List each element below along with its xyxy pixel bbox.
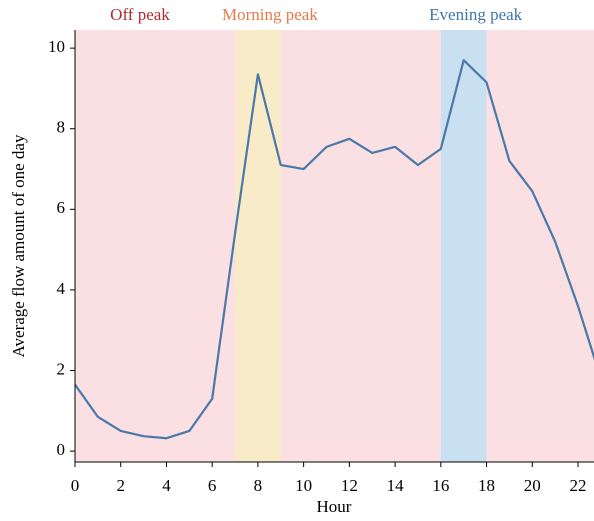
region-label: Off peak — [110, 5, 170, 24]
x-tick-label: 4 — [162, 476, 171, 495]
y-tick-label: 0 — [57, 440, 66, 459]
y-tick-label: 2 — [57, 359, 66, 378]
y-axis-label: Average flow amount of one day — [9, 134, 28, 357]
x-tick-label: 22 — [569, 476, 586, 495]
plot-lines — [75, 59, 594, 440]
x-tick-label: 0 — [71, 476, 80, 495]
y-tick-label: 6 — [57, 198, 66, 217]
y-tick-label: 8 — [57, 118, 66, 137]
x-tick-label: 20 — [524, 476, 541, 495]
region-label: Evening peak — [429, 5, 522, 24]
x-tick-label: 10 — [295, 476, 312, 495]
x-tick-label: 16 — [432, 476, 449, 495]
x-tick-label: 18 — [478, 476, 495, 495]
y-tick-label: 4 — [57, 279, 66, 298]
y-tick-label: 10 — [48, 37, 65, 56]
region-band — [235, 30, 281, 462]
x-tick-label: 14 — [387, 476, 405, 495]
x-axis-label: Hour — [317, 497, 352, 516]
x-tick-label: 12 — [341, 476, 358, 495]
region-band — [440, 30, 487, 462]
x-tick-label: 2 — [116, 476, 125, 495]
plot-area — [75, 30, 594, 462]
x-tick-label: 6 — [208, 476, 217, 495]
region-label: Morning peak — [222, 5, 318, 24]
data-line — [75, 59, 594, 440]
region-band — [75, 30, 594, 462]
x-tick-label: 8 — [254, 476, 263, 495]
